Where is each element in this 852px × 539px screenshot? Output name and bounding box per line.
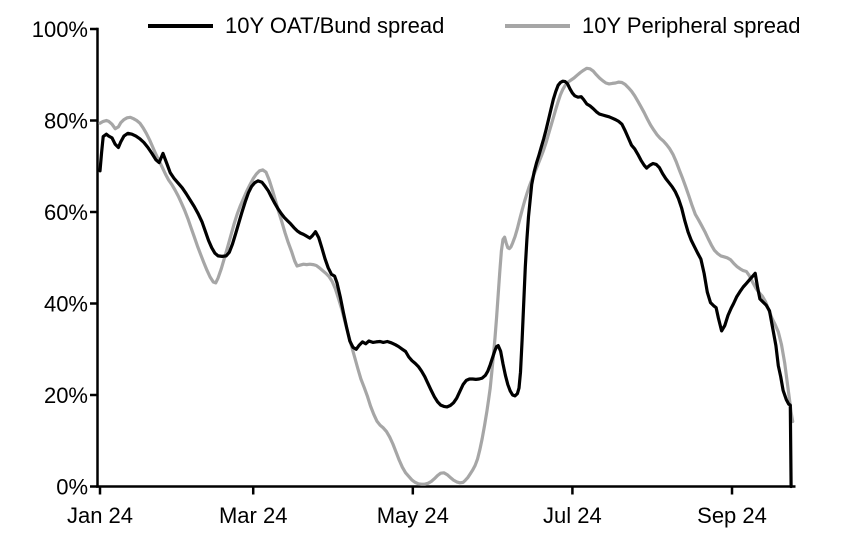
x-tick-label: Mar 24 bbox=[219, 503, 287, 528]
y-tick-label: 40% bbox=[44, 292, 88, 317]
y-tick-label: 60% bbox=[44, 200, 88, 225]
series-lines bbox=[98, 66, 795, 489]
y-tick-label: 80% bbox=[44, 109, 88, 134]
axes bbox=[90, 27, 796, 495]
legend-label-peripheral: 10Y Peripheral spread bbox=[582, 13, 801, 38]
series-line-peripheral bbox=[98, 66, 795, 486]
y-tick-label: 100% bbox=[32, 17, 88, 42]
y-tick-label: 20% bbox=[44, 383, 88, 408]
x-tick-label: Jan 24 bbox=[67, 503, 133, 528]
legend-item-peripheral: 10Y Peripheral spread bbox=[505, 13, 801, 39]
legend-line-sample-gray-icon bbox=[505, 24, 570, 28]
legend-label-oat-bund: 10Y OAT/Bund spread bbox=[225, 13, 445, 38]
legend-line-sample-black-icon bbox=[148, 24, 213, 28]
series-line-oat-bund bbox=[98, 79, 793, 489]
tick-labels: 0% 20% 40% 60% 80% 100% Jan 24 Mar 24 May 24 Jul … bbox=[32, 17, 767, 528]
legend-item-oat-bund: 10Y OAT/Bund spread bbox=[148, 13, 444, 39]
x-tick-label: Jul 24 bbox=[543, 503, 602, 528]
y-tick-label: 0% bbox=[56, 475, 88, 500]
x-tick-label: May 24 bbox=[377, 503, 449, 528]
x-tick-label: Sep 24 bbox=[697, 503, 767, 528]
